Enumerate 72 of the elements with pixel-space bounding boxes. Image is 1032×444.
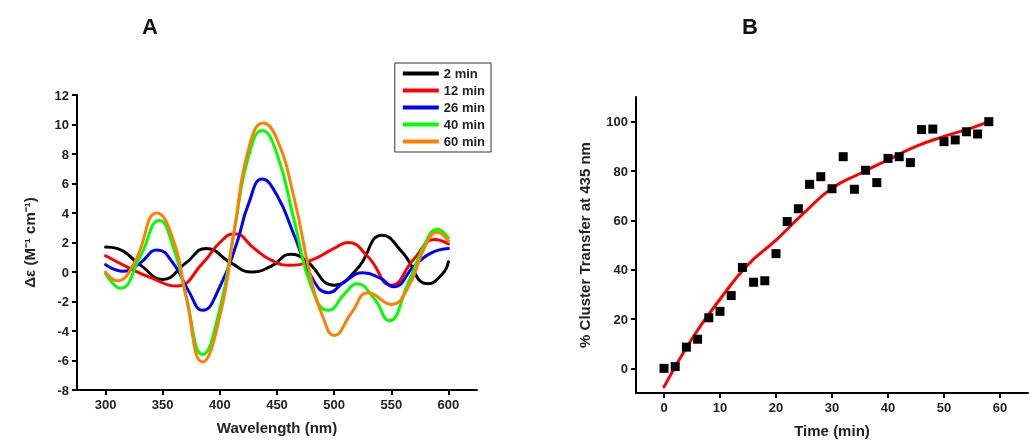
point	[905, 158, 915, 168]
y-tick-label: 8	[61, 146, 69, 162]
y-axis-title: % Cluster Transfer at 435 nm	[576, 142, 593, 348]
point	[805, 179, 815, 189]
x-tick-label: 350	[151, 397, 174, 412]
point	[715, 306, 725, 316]
legend-label: 60 min	[443, 134, 486, 149]
y-tick-label: -4	[57, 323, 70, 339]
point	[984, 117, 994, 127]
legend-label: 40 min	[443, 117, 486, 132]
y-tick-label: 100	[606, 114, 628, 130]
y-axis-title: Δε (M⁻¹ cm⁻¹)	[21, 197, 38, 288]
point	[872, 178, 882, 188]
point	[928, 124, 938, 134]
y-tick-label: 40	[613, 262, 628, 278]
x-tick-label: 0	[660, 400, 668, 415]
point	[693, 334, 703, 344]
point	[782, 217, 792, 227]
y-tick-label: 0	[61, 264, 69, 280]
point	[950, 135, 960, 145]
y-tick-label: 12	[54, 87, 69, 103]
y-tick-label: 0	[620, 360, 628, 376]
legend-label: 2 min	[443, 66, 478, 81]
point	[939, 137, 949, 147]
y-tick-label: 60	[613, 212, 628, 228]
y-tick-label: 6	[61, 176, 69, 191]
x-axis-title: Wavelength (nm)	[216, 419, 338, 436]
x-tick-label: 50	[936, 400, 952, 415]
x-tick-label: 500	[323, 397, 345, 412]
x-tick-label: 400	[209, 397, 231, 412]
y-tick-label: 80	[613, 163, 628, 179]
point	[883, 153, 893, 163]
x-tick-label: 600	[437, 397, 460, 412]
point	[670, 362, 680, 372]
x-tick-label: 450	[266, 397, 288, 412]
point	[838, 152, 848, 162]
y-tick-label: 20	[613, 311, 628, 327]
y-tick-label: -8	[57, 382, 69, 398]
y-tick-label: 10	[54, 117, 69, 132]
point	[917, 125, 927, 135]
x-tick-label: 40	[880, 400, 896, 415]
x-axis-title: Time (min)	[794, 422, 870, 439]
point	[737, 262, 747, 272]
point	[659, 363, 669, 373]
x-tick-label: 30	[824, 400, 840, 415]
point	[849, 184, 859, 194]
x-tick-label: 300	[94, 397, 117, 412]
legend-label: 26 min	[443, 100, 486, 115]
y-tick-label: -6	[57, 353, 69, 368]
point	[973, 129, 983, 139]
point	[816, 172, 826, 182]
point	[749, 277, 759, 287]
legend-label: 12 min	[443, 83, 486, 98]
point	[760, 276, 770, 286]
y-tick-label: -2	[57, 294, 69, 309]
x-tick-label: 550	[380, 397, 403, 412]
x-tick-label: 60	[992, 400, 1008, 415]
chart-title: B	[742, 13, 758, 39]
point	[726, 291, 736, 301]
y-tick-label: 4	[61, 205, 70, 221]
point	[861, 165, 871, 175]
y-tick-label: 2	[61, 235, 69, 250]
point	[681, 342, 691, 352]
point	[793, 204, 803, 214]
point	[771, 249, 781, 259]
chart-title: A	[142, 13, 159, 39]
point	[704, 313, 714, 323]
point	[894, 152, 904, 162]
x-tick-label: 20	[768, 400, 784, 415]
point	[827, 184, 837, 194]
point	[961, 127, 971, 137]
x-tick-label: 10	[712, 400, 728, 415]
